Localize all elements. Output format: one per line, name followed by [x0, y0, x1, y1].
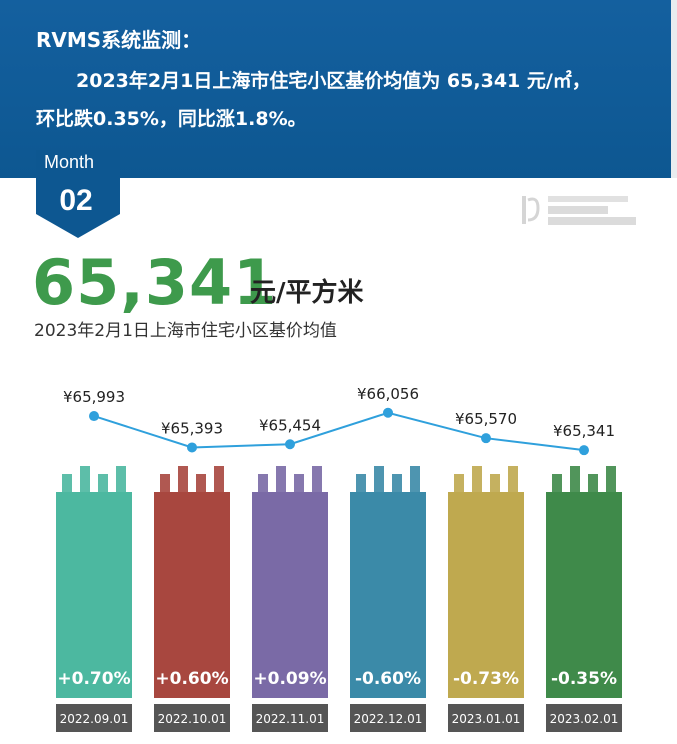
date-band — [350, 704, 426, 732]
value-label: ¥65,393 — [161, 419, 223, 437]
value-label: ¥65,993 — [63, 388, 125, 406]
construction-figure-icon — [552, 466, 616, 492]
change-label: -0.73% — [453, 669, 519, 689]
change-label: -0.35% — [551, 669, 617, 689]
date-band — [448, 704, 524, 732]
line-point-2022.09.01 — [89, 411, 99, 422]
headline-subtitle: 2023年2月1日上海市住宅小区基价均值 — [34, 321, 337, 341]
urban-surveyors-logo-icon — [522, 196, 636, 225]
change-label: +0.60% — [155, 669, 228, 689]
date-band — [56, 704, 132, 732]
bar-2023.02.01 — [546, 492, 622, 698]
monthly-price-chart: +0.70% 2022.09.01 ¥65,993 +0.60% 2022.10.01 ¥… — [56, 385, 622, 732]
bar-2022.12.01 — [350, 492, 426, 698]
headline-unit: 元/平方米 — [250, 278, 364, 308]
change-label: -0.60% — [355, 669, 421, 689]
date-band — [546, 704, 622, 732]
date-label: 2023.01.01 — [452, 712, 521, 726]
line-point-2022.10.01 — [187, 442, 197, 453]
construction-figure-icon — [258, 466, 322, 492]
line-point-2023.01.01 — [481, 433, 491, 444]
bar-2022.10.01 — [154, 492, 230, 698]
summary-banner: RVMS系统监测： 2023年2月1日上海市住宅小区基价均值为 65,341 元… — [0, 0, 677, 178]
line-point-2022.11.01 — [285, 439, 295, 450]
construction-figure-icon — [356, 466, 420, 492]
date-label: 2022.10.01 — [158, 712, 227, 726]
month-label: Month — [44, 152, 95, 172]
date-band — [252, 704, 328, 732]
change-label: +0.09% — [253, 669, 326, 689]
bar-2022.11.01 — [252, 492, 328, 698]
construction-figure-icon — [160, 466, 224, 492]
line-point-2022.12.01 — [383, 407, 393, 418]
banner-summary-line-1: 2023年2月1日上海市住宅小区基价均值为 65,341 元/㎡， — [76, 70, 591, 92]
change-label: +0.70% — [57, 669, 130, 689]
month-badge-shape — [36, 150, 120, 238]
banner-title: RVMS系统监测： — [36, 28, 202, 52]
value-label: ¥65,570 — [455, 410, 517, 428]
value-label: ¥65,341 — [553, 422, 615, 440]
banner-summary-line-2: 环比跌0.35%，同比涨1.8%。 — [36, 108, 307, 130]
date-label: 2023.02.01 — [550, 712, 619, 726]
construction-figure-icon — [454, 466, 518, 492]
date-label: 2022.09.01 — [60, 712, 129, 726]
value-label: ¥65,454 — [259, 416, 321, 434]
headline-value: 65,341 — [32, 246, 278, 319]
date-label: 2022.11.01 — [256, 712, 325, 726]
value-label: ¥66,056 — [357, 385, 419, 403]
bar-2023.01.01 — [448, 492, 524, 698]
price-trend-line — [93, 411, 585, 452]
month-number: 02 — [59, 184, 93, 217]
date-label: 2022.12.01 — [354, 712, 423, 726]
date-band — [154, 704, 230, 732]
construction-figure-icon — [62, 466, 126, 492]
bar-2022.09.01 — [56, 492, 132, 698]
line-point-2023.02.01 — [579, 445, 589, 456]
